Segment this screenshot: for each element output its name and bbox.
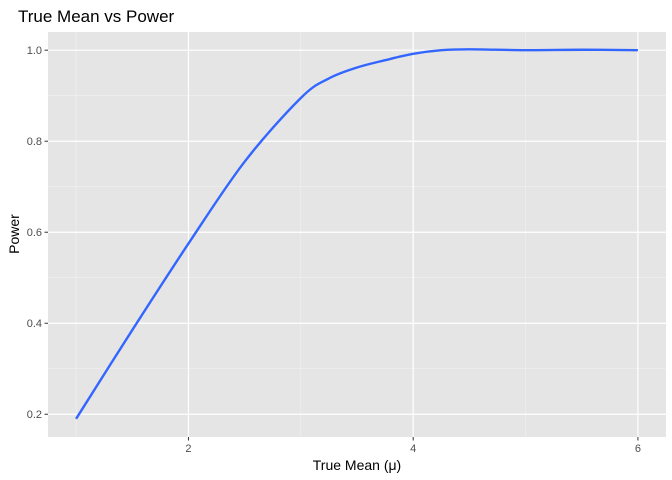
plot-panel <box>48 32 666 437</box>
x-tick-label: 6 <box>635 443 641 455</box>
y-tick-label: 0.2 <box>27 409 42 421</box>
y-axis-ticks: 0.2 0.4 0.6 0.8 1.0 <box>27 45 48 421</box>
series-layer <box>75 48 638 420</box>
chart-title: True Mean vs Power <box>18 7 175 26</box>
y-tick-label: 0.6 <box>27 227 42 239</box>
x-axis-title: True Mean (μ) <box>313 457 401 473</box>
series-line-0 <box>75 48 638 420</box>
x-tick-label: 2 <box>185 443 191 455</box>
y-axis-title: Power <box>6 214 22 254</box>
x-axis-ticks: 2 4 6 <box>185 437 641 455</box>
y-tick-label: 1.0 <box>27 45 42 57</box>
x-tick-label: 4 <box>410 443 416 455</box>
y-tick-label: 0.8 <box>27 136 42 148</box>
y-tick-label: 0.4 <box>27 318 42 330</box>
